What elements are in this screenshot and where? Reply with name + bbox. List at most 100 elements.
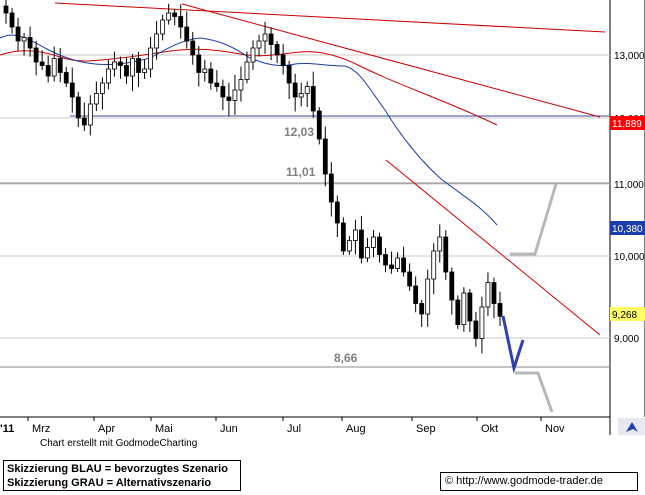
x-tick-aug: Aug [346, 423, 366, 435]
x-tick-okt: Okt [481, 423, 498, 435]
chart-tool-button[interactable] [618, 418, 645, 435]
price-badge-red: 11,889 [610, 116, 645, 130]
candle-body [51, 58, 57, 77]
candle-body [87, 103, 93, 126]
candle-body [310, 86, 316, 112]
y-tick-10: 10,000 [614, 252, 645, 263]
red-trendline-long [54, 2, 606, 33]
candle-body [154, 33, 160, 49]
candle-body [473, 320, 479, 339]
candle-body [118, 61, 123, 66]
candle-body [81, 117, 87, 126]
candle-body [57, 58, 63, 73]
candle-body [250, 47, 256, 63]
candle-body [124, 65, 129, 77]
candle-body [377, 236, 382, 255]
candle-body [21, 37, 27, 42]
candle-body [63, 72, 69, 84]
candle-body [419, 303, 425, 315]
candle-body [268, 33, 274, 45]
candle-body [178, 16, 184, 28]
scenario-legend-box: Skizzierung BLAU = bevorzugtes Szenario … [3, 460, 241, 491]
source-box: © http://www.godmode-trader.de [440, 472, 638, 491]
candle-body [407, 271, 413, 287]
candle-body [383, 254, 388, 266]
level-label-11-01: 11,01 [286, 165, 316, 179]
gray-scenario-down [515, 371, 554, 413]
candle-body [69, 82, 75, 98]
legend-gray-text: Skizzierung GRAU = Alternativszenario [7, 477, 212, 489]
candle-body [262, 33, 268, 42]
candle-body [33, 47, 39, 63]
candle-body [425, 278, 431, 315]
candle-body [479, 306, 485, 339]
blue-scenario-arrow [501, 315, 525, 374]
candle-body [461, 292, 467, 325]
y-axis-labels: 13,000 12,000 11,000 10,000 9,000 [614, 51, 645, 345]
gray-scenario-up [510, 183, 558, 256]
candle-body [286, 65, 292, 84]
x-axis-tickmarks [27, 417, 542, 421]
candlesticks [3, 0, 503, 354]
copyright-icon: © [445, 475, 454, 487]
price-badge-blue: 10,380 [610, 221, 645, 235]
candle-body [365, 247, 370, 259]
candle-body [353, 229, 358, 241]
x-tick-mrz: Mrz [32, 423, 50, 435]
chart-credit: Chart erstellt mit GodmodeCharting [40, 438, 198, 449]
candle-body [437, 236, 443, 252]
candle-body [9, 12, 15, 28]
level-label-8-66: 8,66 [334, 351, 358, 365]
candle-body [443, 236, 449, 273]
y-tick-13: 13,000 [614, 51, 645, 62]
candle-body [256, 40, 262, 49]
x-tick-nov: Nov [545, 423, 565, 435]
candle-body [214, 82, 220, 87]
candle-body [401, 257, 407, 273]
candle-body [106, 68, 111, 84]
candle-body [304, 86, 310, 94]
candle-body [208, 68, 214, 84]
candle-body [316, 110, 322, 140]
candle-body [172, 12, 178, 17]
candle-body [359, 229, 364, 259]
red-trendline-medium [181, 3, 601, 118]
source-url-link[interactable]: http://www.godmode-trader.de [456, 475, 603, 487]
candle-body [27, 37, 33, 49]
candle-body [3, 5, 9, 14]
candle-body [244, 61, 250, 80]
level-label-12-03: 12,03 [284, 125, 314, 139]
y-tick-9: 9,000 [614, 334, 639, 345]
candle-body [184, 26, 190, 42]
candle-body [15, 26, 21, 42]
x-tick-sep: Sep [416, 423, 436, 435]
candle-body [190, 40, 196, 56]
candle-body [274, 44, 280, 56]
candle-body [328, 173, 334, 203]
candle-body [298, 93, 304, 98]
x-tick-mai: Mai [155, 423, 173, 435]
y-tick-11: 11,000 [614, 180, 644, 191]
candle-body [491, 282, 497, 304]
candle-body [389, 264, 394, 269]
x-tick-year: '11 [0, 423, 14, 435]
arrow-icon [626, 422, 638, 432]
candle-body [292, 82, 298, 98]
gridlines [0, 54, 610, 339]
candle-body [485, 282, 491, 308]
candle-body [413, 285, 419, 304]
candle-body [39, 61, 45, 66]
x-axis-labels: '11 Mrz Apr Mai Jun Jul Aug Sep Okt Nov [0, 423, 565, 435]
price-badge-red-label: 11,889 [612, 119, 642, 130]
candle-body [238, 79, 244, 91]
candle-body [334, 201, 340, 224]
candle-body [467, 292, 473, 322]
candle-body [346, 240, 352, 252]
candle-body [130, 58, 135, 77]
candle-body [148, 47, 153, 70]
candle-body [136, 58, 141, 73]
price-badge-yellow-label: 9,268 [612, 310, 637, 321]
candle-body [196, 54, 202, 73]
candle-body [99, 82, 105, 94]
candle-body [166, 12, 172, 21]
